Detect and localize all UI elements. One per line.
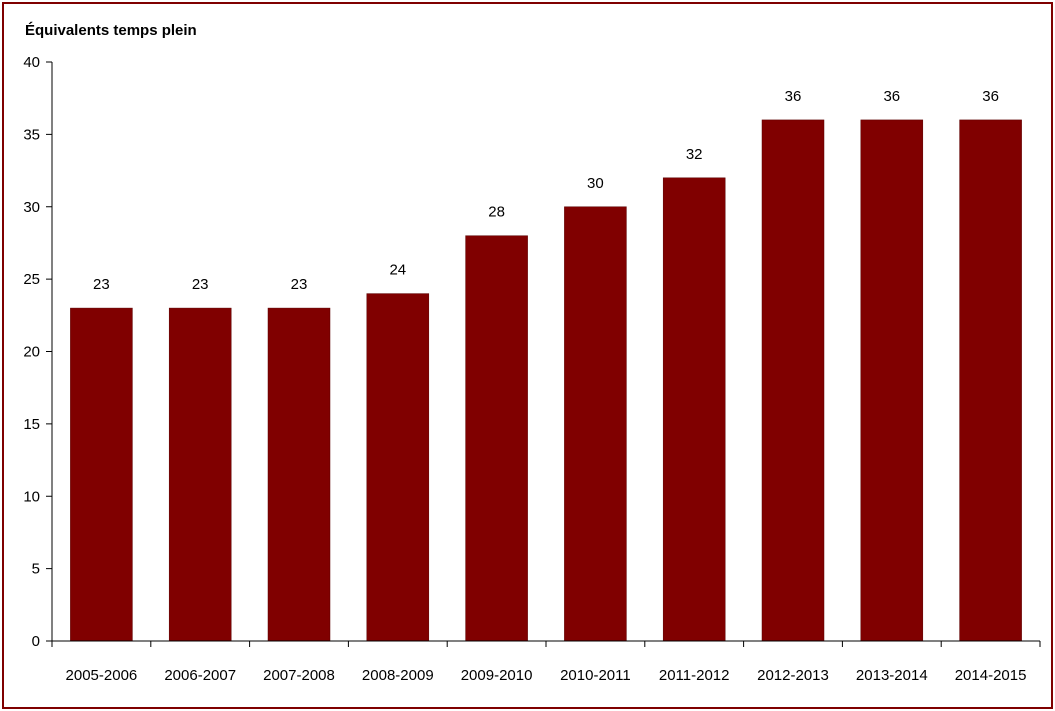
y-axis-label: Équivalents temps plein bbox=[25, 22, 197, 39]
y-tick-label: 40 bbox=[23, 54, 40, 71]
y-tick-label: 35 bbox=[23, 126, 40, 143]
data-label-2006-2007: 23 bbox=[192, 276, 209, 293]
data-label-2010-2011: 30 bbox=[587, 175, 604, 192]
x-tick-label: 2005-2006 bbox=[66, 667, 138, 684]
y-tick-label: 25 bbox=[23, 271, 40, 288]
x-tick-label: 2006-2007 bbox=[164, 667, 236, 684]
y-tick-label: 5 bbox=[32, 561, 40, 578]
data-label-2005-2006: 23 bbox=[93, 276, 110, 293]
y-axis: 0 5 10 15 20 25 30 35 40 bbox=[23, 54, 52, 650]
x-tick-label: 2010-2011 bbox=[560, 667, 631, 684]
y-tick-label: 0 bbox=[32, 633, 40, 650]
y-tick-label: 10 bbox=[23, 488, 40, 505]
x-axis: 2005-2006 2006-2007 2007-2008 2008-2009 2009… bbox=[51, 641, 1041, 684]
bar-2013-2014 bbox=[860, 119, 924, 642]
y-tick-label: 20 bbox=[23, 344, 40, 361]
bar-2009-2010 bbox=[465, 235, 528, 642]
data-label-2014-2015: 36 bbox=[982, 88, 999, 105]
bar-2011-2012 bbox=[662, 177, 726, 642]
data-label-2011-2012: 32 bbox=[686, 146, 703, 163]
x-tick-label: 2009-2010 bbox=[461, 667, 533, 684]
bar-2014-2015 bbox=[959, 119, 1022, 642]
data-label-2008-2009: 24 bbox=[389, 262, 406, 279]
y-tick-label: 30 bbox=[23, 199, 40, 216]
bar-2005-2006 bbox=[70, 307, 133, 642]
x-tick-label: 2007-2008 bbox=[263, 667, 335, 684]
data-label-2009-2010: 28 bbox=[488, 204, 505, 221]
data-labels: 23 23 23 24 28 30 32 36 36 36 bbox=[93, 88, 999, 293]
y-tick-label: 15 bbox=[23, 416, 40, 433]
bar-2006-2007 bbox=[168, 307, 232, 642]
x-tick-label: 2014-2015 bbox=[955, 667, 1027, 684]
bar-2012-2013 bbox=[761, 119, 825, 642]
bars bbox=[70, 119, 1022, 642]
data-label-2013-2014: 36 bbox=[883, 88, 900, 105]
x-tick-label: 2011-2012 bbox=[659, 667, 730, 684]
x-tick-label: 2013-2014 bbox=[856, 667, 928, 684]
x-tick-label: 2012-2013 bbox=[757, 667, 829, 684]
x-tick-label: 2008-2009 bbox=[362, 667, 434, 684]
data-label-2012-2013: 36 bbox=[785, 88, 802, 105]
bar-2008-2009 bbox=[366, 293, 430, 642]
bar-2010-2011 bbox=[564, 206, 627, 642]
bar-2007-2008 bbox=[267, 307, 331, 642]
data-label-2007-2008: 23 bbox=[291, 276, 308, 293]
